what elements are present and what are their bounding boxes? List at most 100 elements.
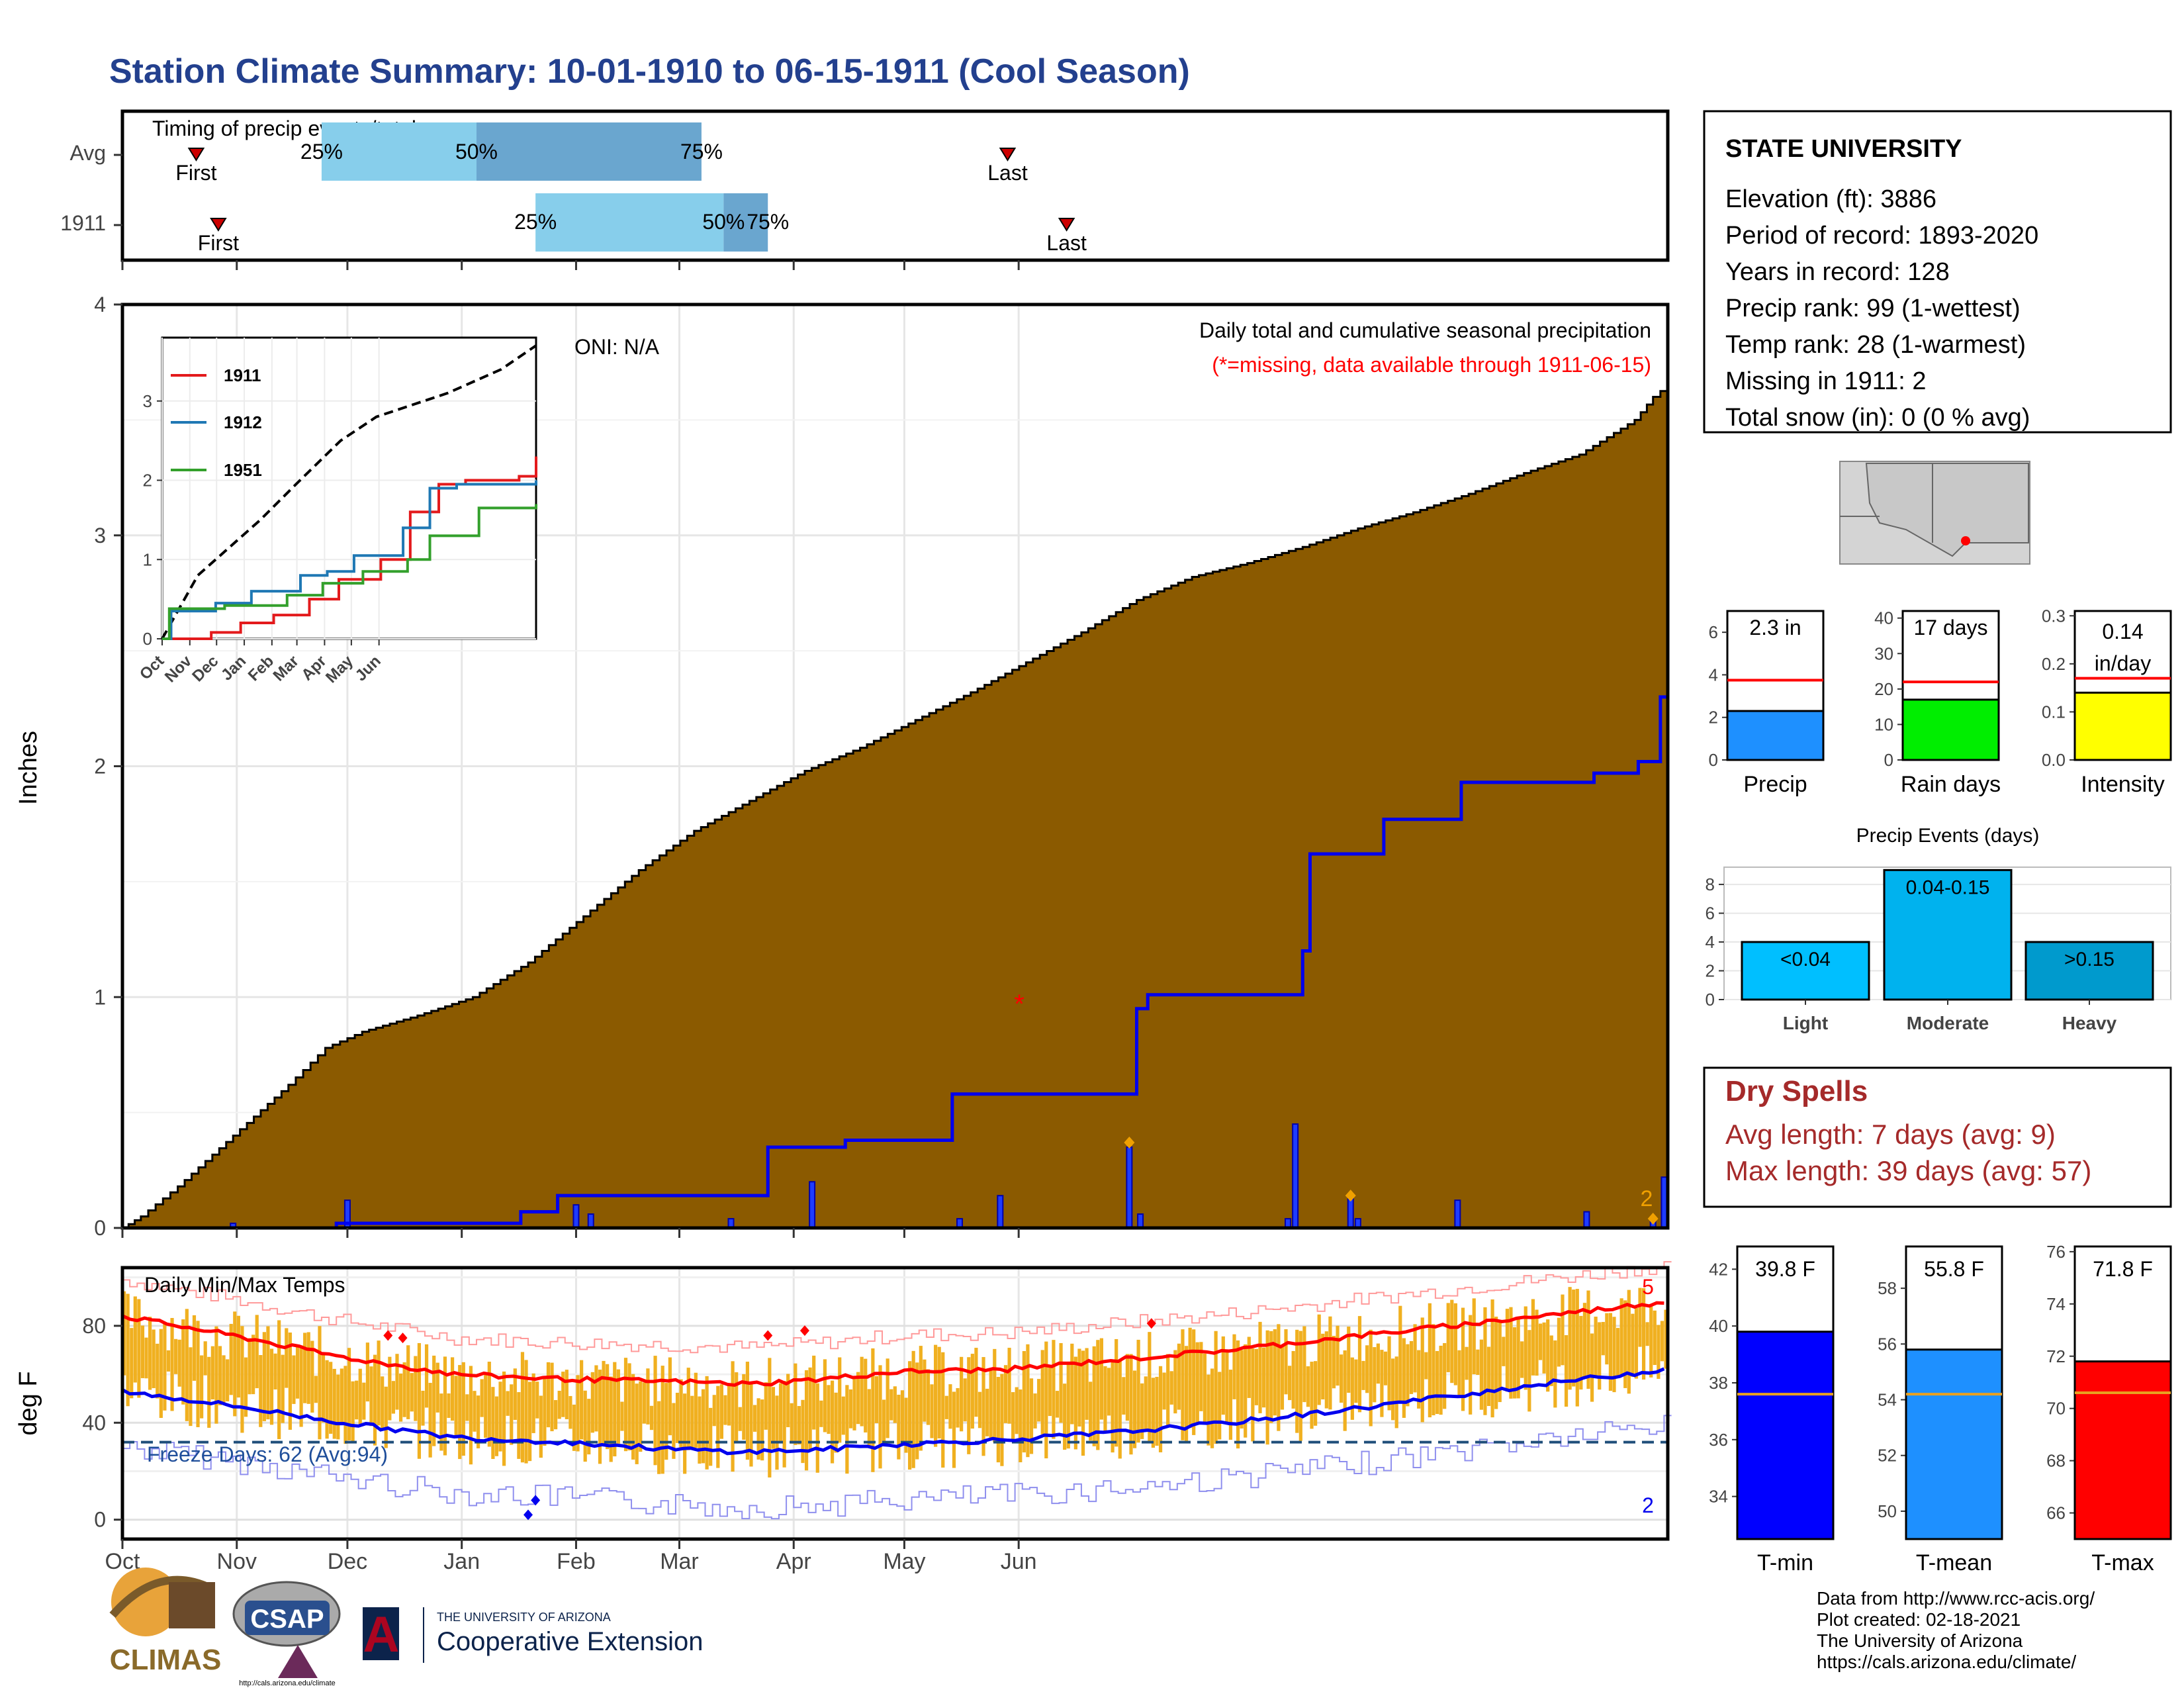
daily-temp-bar <box>1479 1339 1483 1410</box>
inset-y-tick-label-3: 3 <box>143 391 152 411</box>
daily-temp-bar <box>1003 1365 1008 1423</box>
daily-temp-bar <box>668 1357 672 1436</box>
daily-temp-bar <box>856 1372 860 1425</box>
daily-temp-bar <box>1420 1317 1424 1423</box>
daily-temp-bar <box>214 1326 218 1424</box>
summary-tick-label-1: 20 <box>1874 679 1893 699</box>
temp-summary-bar-2 <box>2073 1360 2172 1540</box>
temp-y-tick-label: 80 <box>82 1314 106 1338</box>
daily-temp-bar <box>1612 1317 1616 1393</box>
footer-institution: The University of Arizona <box>1817 1630 2023 1651</box>
daily-temp-bar <box>1055 1391 1060 1418</box>
precip-events-tick-label-3: 6 <box>1706 904 1715 923</box>
daily-temp-bar <box>613 1362 617 1457</box>
daily-temp-bar <box>1638 1288 1642 1347</box>
daily-temp-bar <box>786 1374 790 1428</box>
daily-temp-bar <box>657 1401 661 1474</box>
daily-temp-bar <box>970 1354 974 1429</box>
record-high-count: 5 <box>1642 1275 1654 1299</box>
inset-y-tick-label-1: 1 <box>143 549 152 569</box>
daily-temp-bar <box>266 1326 270 1420</box>
daily-temp-bar <box>1244 1344 1248 1438</box>
cumulative-precip-area <box>122 385 1669 1229</box>
daily-temp-bar <box>347 1348 351 1441</box>
daily-temp-bar <box>801 1399 805 1464</box>
daily-temp-bar <box>1439 1345 1443 1415</box>
daily-temp-bar <box>719 1384 723 1439</box>
daily-temp-bar <box>137 1299 141 1398</box>
avg-cumulative-line <box>122 695 1668 1230</box>
daily-temp-bar <box>1417 1350 1421 1409</box>
daily-temp-bar <box>1590 1333 1594 1402</box>
daily-temp-bar <box>1406 1344 1410 1407</box>
daily-temp-bar <box>782 1381 786 1468</box>
daily-temp-bar <box>487 1362 491 1447</box>
month-label-6: Apr <box>776 1549 811 1574</box>
daily-temp-bar <box>163 1322 167 1411</box>
daily-precip-bar <box>572 1204 580 1229</box>
dry-spells-avg-length: Avg length: 7 days (avg: 9) <box>1725 1119 2056 1150</box>
footer-url: https://cals.arizona.edu/climate/ <box>1817 1652 2076 1672</box>
daily-temp-bar <box>764 1382 768 1430</box>
daily-temp-bar <box>1328 1316 1332 1410</box>
daily-temp-bar <box>1354 1359 1358 1403</box>
daily-temp-bar <box>956 1387 960 1428</box>
daily-temp-bar <box>1181 1329 1185 1440</box>
daily-precip-record-marker <box>1647 1213 1659 1225</box>
daily-temp-bar <box>222 1355 226 1405</box>
station-line-snow: Total snow (in): 0 (0 % avg) <box>1725 404 2030 432</box>
daily-temp-bar <box>1631 1313 1635 1378</box>
daily-temp-bar <box>1428 1303 1432 1418</box>
daily-temp-bar <box>1641 1288 1646 1380</box>
daily-temp-bar <box>543 1378 547 1446</box>
daily-temp-bar <box>735 1372 739 1442</box>
oni-label: ONI: N/A <box>574 335 660 359</box>
daily-temp-bar <box>122 1291 126 1376</box>
daily-temp-bar <box>321 1354 326 1423</box>
daily-temp-bar <box>1553 1340 1557 1408</box>
daily-temp-bar <box>1291 1350 1295 1409</box>
daily-temp-bar <box>587 1399 591 1455</box>
daily-temp-bar <box>550 1362 554 1432</box>
daily-temp-bar <box>181 1319 185 1405</box>
daily-temp-bar <box>406 1345 410 1419</box>
daily-temp-bar <box>1409 1340 1414 1394</box>
temp-summary-value-label-1: 55.8 F <box>1924 1257 1984 1281</box>
daily-temp-bar <box>513 1368 517 1421</box>
precip-events-bar-label-0: <0.04 <box>1780 949 1831 970</box>
record-high-marker <box>1146 1318 1156 1329</box>
daily-temp-bar <box>985 1388 989 1436</box>
daily-temp-bar <box>1634 1308 1639 1379</box>
temp-y-tick-label: 40 <box>82 1411 106 1434</box>
daily-temp-bar <box>1649 1304 1653 1378</box>
daily-temp-bar <box>1608 1313 1613 1391</box>
summary-tick-label-2: 0.2 <box>2042 654 2066 674</box>
daily-precip-bar <box>1454 1199 1461 1229</box>
daily-temp-bar <box>1398 1305 1402 1402</box>
daily-temp-bar <box>812 1355 816 1430</box>
daily-temp-bar <box>723 1395 727 1425</box>
daily-temp-bar <box>480 1379 484 1417</box>
csap-logo-url: http://cals.arizona.edu/climate <box>239 1679 336 1687</box>
temp-panel-frame <box>120 1266 1670 1541</box>
daily-temp-bar <box>1394 1356 1398 1429</box>
temp-summary-value-label-2: 71.8 F <box>2093 1257 2153 1281</box>
daily-temp-bar <box>598 1370 602 1464</box>
daily-temp-bar <box>1192 1329 1196 1435</box>
daily-temp-bar <box>236 1315 240 1398</box>
temp-summary-tick-label-2: 72 <box>2046 1346 2066 1366</box>
inset-line-1951 <box>162 504 537 640</box>
daily-temp-bar <box>402 1362 406 1417</box>
daily-temp-bar <box>1136 1339 1140 1443</box>
daily-temp-bar <box>886 1358 889 1438</box>
daily-temp-bar <box>200 1355 204 1419</box>
daily-temp-bar <box>1546 1319 1550 1392</box>
tmin-smoothed-line <box>121 1367 1665 1456</box>
daily-temp-bar <box>1265 1330 1269 1445</box>
csap-logo: CSAP http://cals.arizona.edu/climate <box>232 1581 341 1687</box>
daily-temp-bar <box>602 1360 606 1444</box>
daily-temp-bar <box>1132 1370 1137 1448</box>
temp-y-axis-label: deg F <box>15 1371 42 1435</box>
summary-tick-label-1: 30 <box>1874 643 1893 663</box>
